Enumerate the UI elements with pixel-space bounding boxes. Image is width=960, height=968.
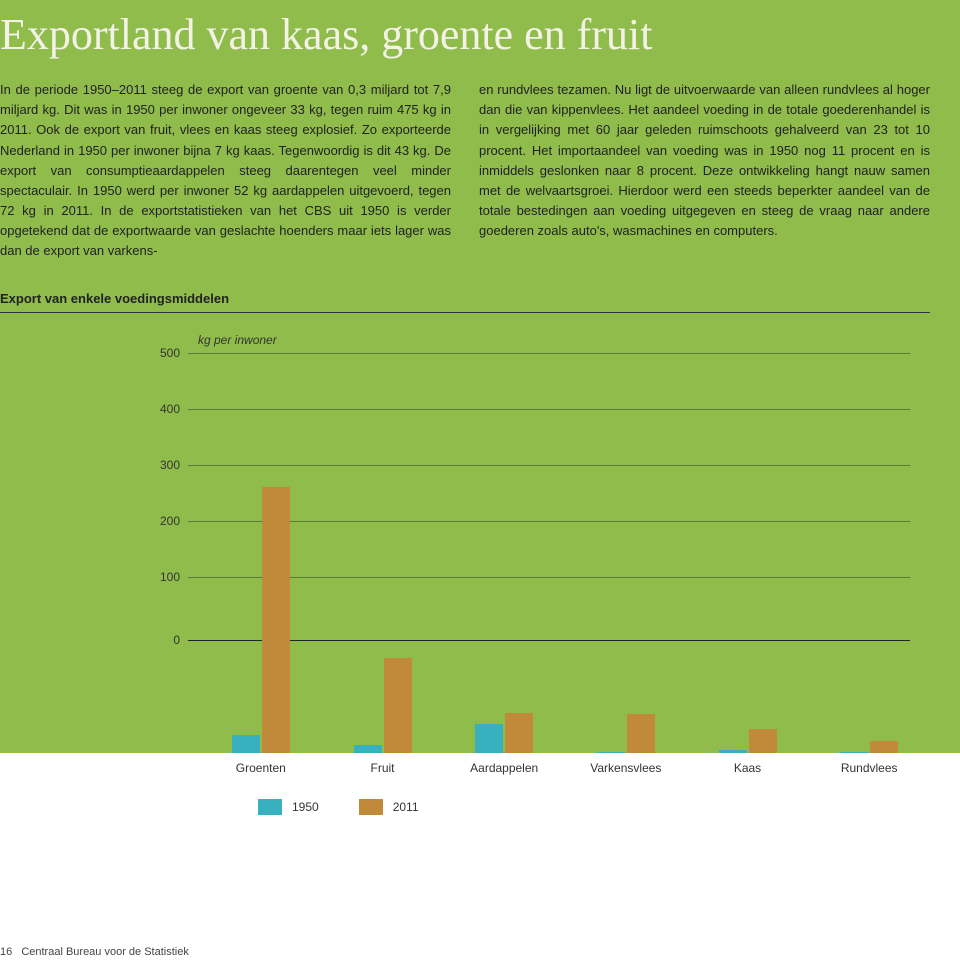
category-label: Aardappelen bbox=[470, 761, 538, 775]
category-label: Fruit bbox=[371, 761, 395, 775]
category-label: Rundvlees bbox=[841, 761, 898, 775]
category-label: Kaas bbox=[734, 761, 761, 775]
bar-1950 bbox=[354, 745, 382, 753]
chart-title: Export van enkele voedingsmiddelen bbox=[0, 291, 930, 313]
bar-group: Fruit bbox=[322, 353, 444, 753]
bar-2011 bbox=[262, 487, 290, 753]
chart-y-label: kg per inwoner bbox=[198, 333, 277, 347]
bar-1950 bbox=[597, 752, 625, 754]
ytick-400: 400 bbox=[150, 402, 188, 416]
ytick-200: 200 bbox=[150, 514, 188, 528]
category-label: Varkensvlees bbox=[590, 761, 661, 775]
ytick-0: 0 bbox=[150, 633, 188, 647]
swatch-2011 bbox=[359, 799, 383, 815]
category-label: Groenten bbox=[236, 761, 286, 775]
ytick-500: 500 bbox=[150, 346, 188, 360]
swatch-1950 bbox=[258, 799, 282, 815]
bar-group: Aardappelen bbox=[443, 353, 565, 753]
bar-2011 bbox=[749, 729, 777, 753]
bar-2011 bbox=[627, 714, 655, 753]
page-number: 16 bbox=[0, 946, 12, 958]
bar-2011 bbox=[870, 741, 898, 754]
legend-2011: 2011 bbox=[359, 799, 419, 815]
ytick-100: 100 bbox=[150, 570, 188, 584]
bar-group: Rundvlees bbox=[808, 353, 930, 753]
bar-1950 bbox=[719, 750, 747, 754]
bar-2011 bbox=[505, 713, 533, 753]
page-footer: 16 Centraal Bureau voor de Statistiek bbox=[0, 946, 189, 958]
legend-label-2011: 2011 bbox=[393, 800, 419, 814]
page-title: Exportland van kaas, groente en fruit bbox=[0, 12, 930, 58]
bar-1950 bbox=[475, 724, 503, 753]
body-col-2: en rundvlees tezamen. Nu ligt de uitvoer… bbox=[479, 80, 930, 241]
ytick-300: 300 bbox=[150, 458, 188, 472]
export-chart: Export van enkele voedingsmiddelen kg pe… bbox=[0, 261, 960, 753]
bar-group: Groenten bbox=[200, 353, 322, 753]
bar-1950 bbox=[840, 752, 868, 753]
body-col-1: In de periode 1950–2011 steeg de export … bbox=[0, 80, 451, 261]
footer-source: Centraal Bureau voor de Statistiek bbox=[21, 946, 189, 958]
bar-1950 bbox=[232, 735, 260, 753]
body-text: In de periode 1950–2011 steeg de export … bbox=[0, 80, 930, 261]
bar-2011 bbox=[384, 658, 412, 753]
legend-label-1950: 1950 bbox=[292, 800, 319, 814]
chart-legend: 1950 2011 bbox=[258, 799, 419, 815]
legend-1950: 1950 bbox=[258, 799, 319, 815]
bar-group: Kaas bbox=[687, 353, 809, 753]
bar-group: Varkensvlees bbox=[565, 353, 687, 753]
